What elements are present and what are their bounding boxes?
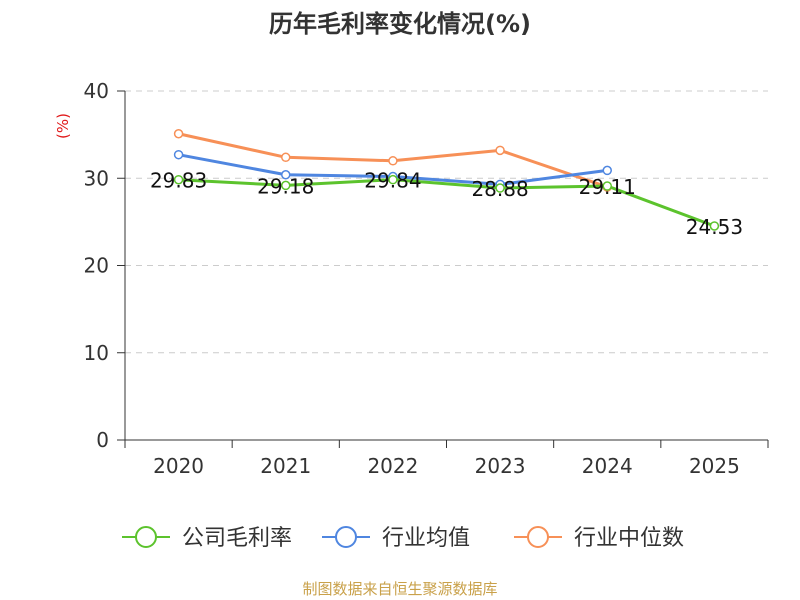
legend-label: 公司毛利率	[182, 526, 292, 551]
data-point	[281, 180, 291, 191]
data-point	[709, 221, 720, 231]
data-label: 29.84	[364, 169, 421, 193]
data-label: 24.53	[686, 215, 743, 239]
legend-item: 行业均值	[322, 526, 470, 551]
y-tick-label: 0	[96, 428, 109, 452]
data-label: 29.83	[150, 169, 207, 193]
legend-item: 公司毛利率	[122, 526, 292, 551]
y-axis-label: (%)	[54, 113, 72, 139]
y-tick-label: 40	[84, 79, 109, 103]
legend-label: 行业均值	[382, 526, 470, 551]
y-tick-label: 10	[84, 341, 109, 365]
data-point	[388, 156, 398, 166]
data-point	[388, 174, 398, 185]
data-point	[602, 165, 612, 176]
legend-marker	[335, 526, 357, 548]
legend-marker	[135, 526, 157, 548]
source-note: 制图数据来自恒生聚源数据库	[302, 580, 498, 598]
series-line-1	[178, 178, 715, 228]
legend-label: 行业中位数	[574, 526, 684, 551]
data-label: 28.88	[471, 177, 528, 201]
legend-marker	[527, 526, 549, 548]
data-point	[173, 149, 184, 160]
x-tick-label: 2020	[153, 454, 204, 478]
x-tick-label: 2022	[367, 454, 418, 478]
data-point	[495, 145, 505, 156]
x-tick-label: 2025	[689, 454, 740, 478]
chart-title: 历年毛利率变化情况(%)	[269, 10, 531, 38]
x-tick-label: 2023	[475, 454, 526, 478]
y-tick-label: 30	[84, 166, 109, 190]
data-point	[281, 152, 291, 163]
data-label: 29.11	[579, 175, 636, 199]
y-tick-label: 20	[84, 254, 109, 278]
x-tick-label: 2021	[260, 454, 311, 478]
data-point	[602, 181, 612, 191]
legend-item: 行业中位数	[514, 526, 684, 551]
data-point	[173, 129, 184, 139]
data-point	[281, 170, 291, 180]
data-point	[173, 174, 184, 185]
data-point	[495, 183, 505, 193]
data-label: 29.18	[257, 174, 314, 198]
x-tick-label: 2024	[582, 454, 633, 478]
